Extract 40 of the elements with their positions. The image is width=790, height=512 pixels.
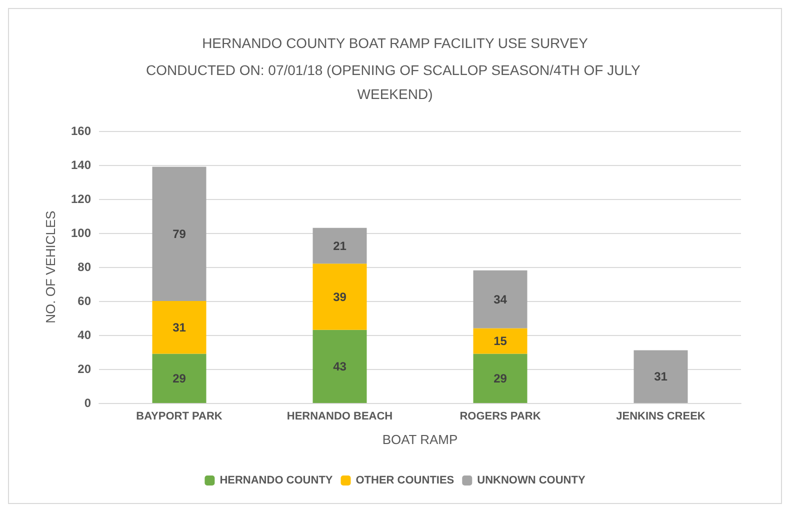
- y-tick-label: 80: [78, 260, 92, 274]
- bar: [473, 270, 528, 328]
- chart-title: HERNANDO COUNTY BOAT RAMP FACILITY USE SURVEY: [202, 35, 589, 51]
- bar: [473, 328, 528, 354]
- bar: [312, 330, 367, 403]
- y-tick-label: 60: [78, 294, 92, 308]
- bar: [152, 354, 206, 403]
- bar: [152, 166, 206, 301]
- chart-subtitle: CONDUCTED ON: 07/01/18 (OPENING OF SCALLOP SEASON/4TH OF JULY WEEKEND): [146, 62, 644, 102]
- data-label: 39: [333, 290, 347, 304]
- y-tick-label: 120: [70, 192, 92, 206]
- data-label: 34: [494, 292, 508, 306]
- data-label: 79: [172, 226, 186, 241]
- bar: [634, 350, 688, 403]
- x-tick-label: ROGERS PARK: [460, 410, 541, 422]
- data-label: 29: [494, 371, 508, 386]
- data-label: 29: [172, 371, 186, 386]
- x-axis-title: BOAT RAMP: [382, 432, 458, 447]
- bar: [312, 228, 367, 264]
- data-label: 31: [172, 320, 186, 334]
- y-axis-title: NO. OF VEHICLES: [43, 210, 58, 324]
- bar: [473, 354, 528, 403]
- y-tick-label: 100: [70, 226, 92, 240]
- legend-label: HERNANDO COUNTY: [220, 474, 334, 486]
- x-tick-label: BAYPORT PARK: [136, 410, 222, 422]
- legend-label: UNKNOWN COUNTY: [477, 474, 586, 486]
- x-tick-label: HERNANDO BEACH: [286, 410, 393, 422]
- bar: [152, 301, 206, 354]
- data-label: 21: [333, 238, 347, 253]
- x-tick-label: JENKINS CREEK: [616, 410, 706, 422]
- data-label: 31: [654, 370, 668, 384]
- y-tick-label: 0: [84, 396, 92, 410]
- legend-label: OTHER COUNTIES: [356, 474, 454, 486]
- y-tick-label: 40: [78, 328, 92, 342]
- y-tick-label: 160: [70, 124, 92, 138]
- y-tick-label: 20: [78, 362, 92, 376]
- y-tick-label: 140: [70, 158, 92, 172]
- data-label: 43: [333, 359, 347, 374]
- bar: [312, 264, 367, 330]
- data-label: 15: [494, 334, 508, 348]
